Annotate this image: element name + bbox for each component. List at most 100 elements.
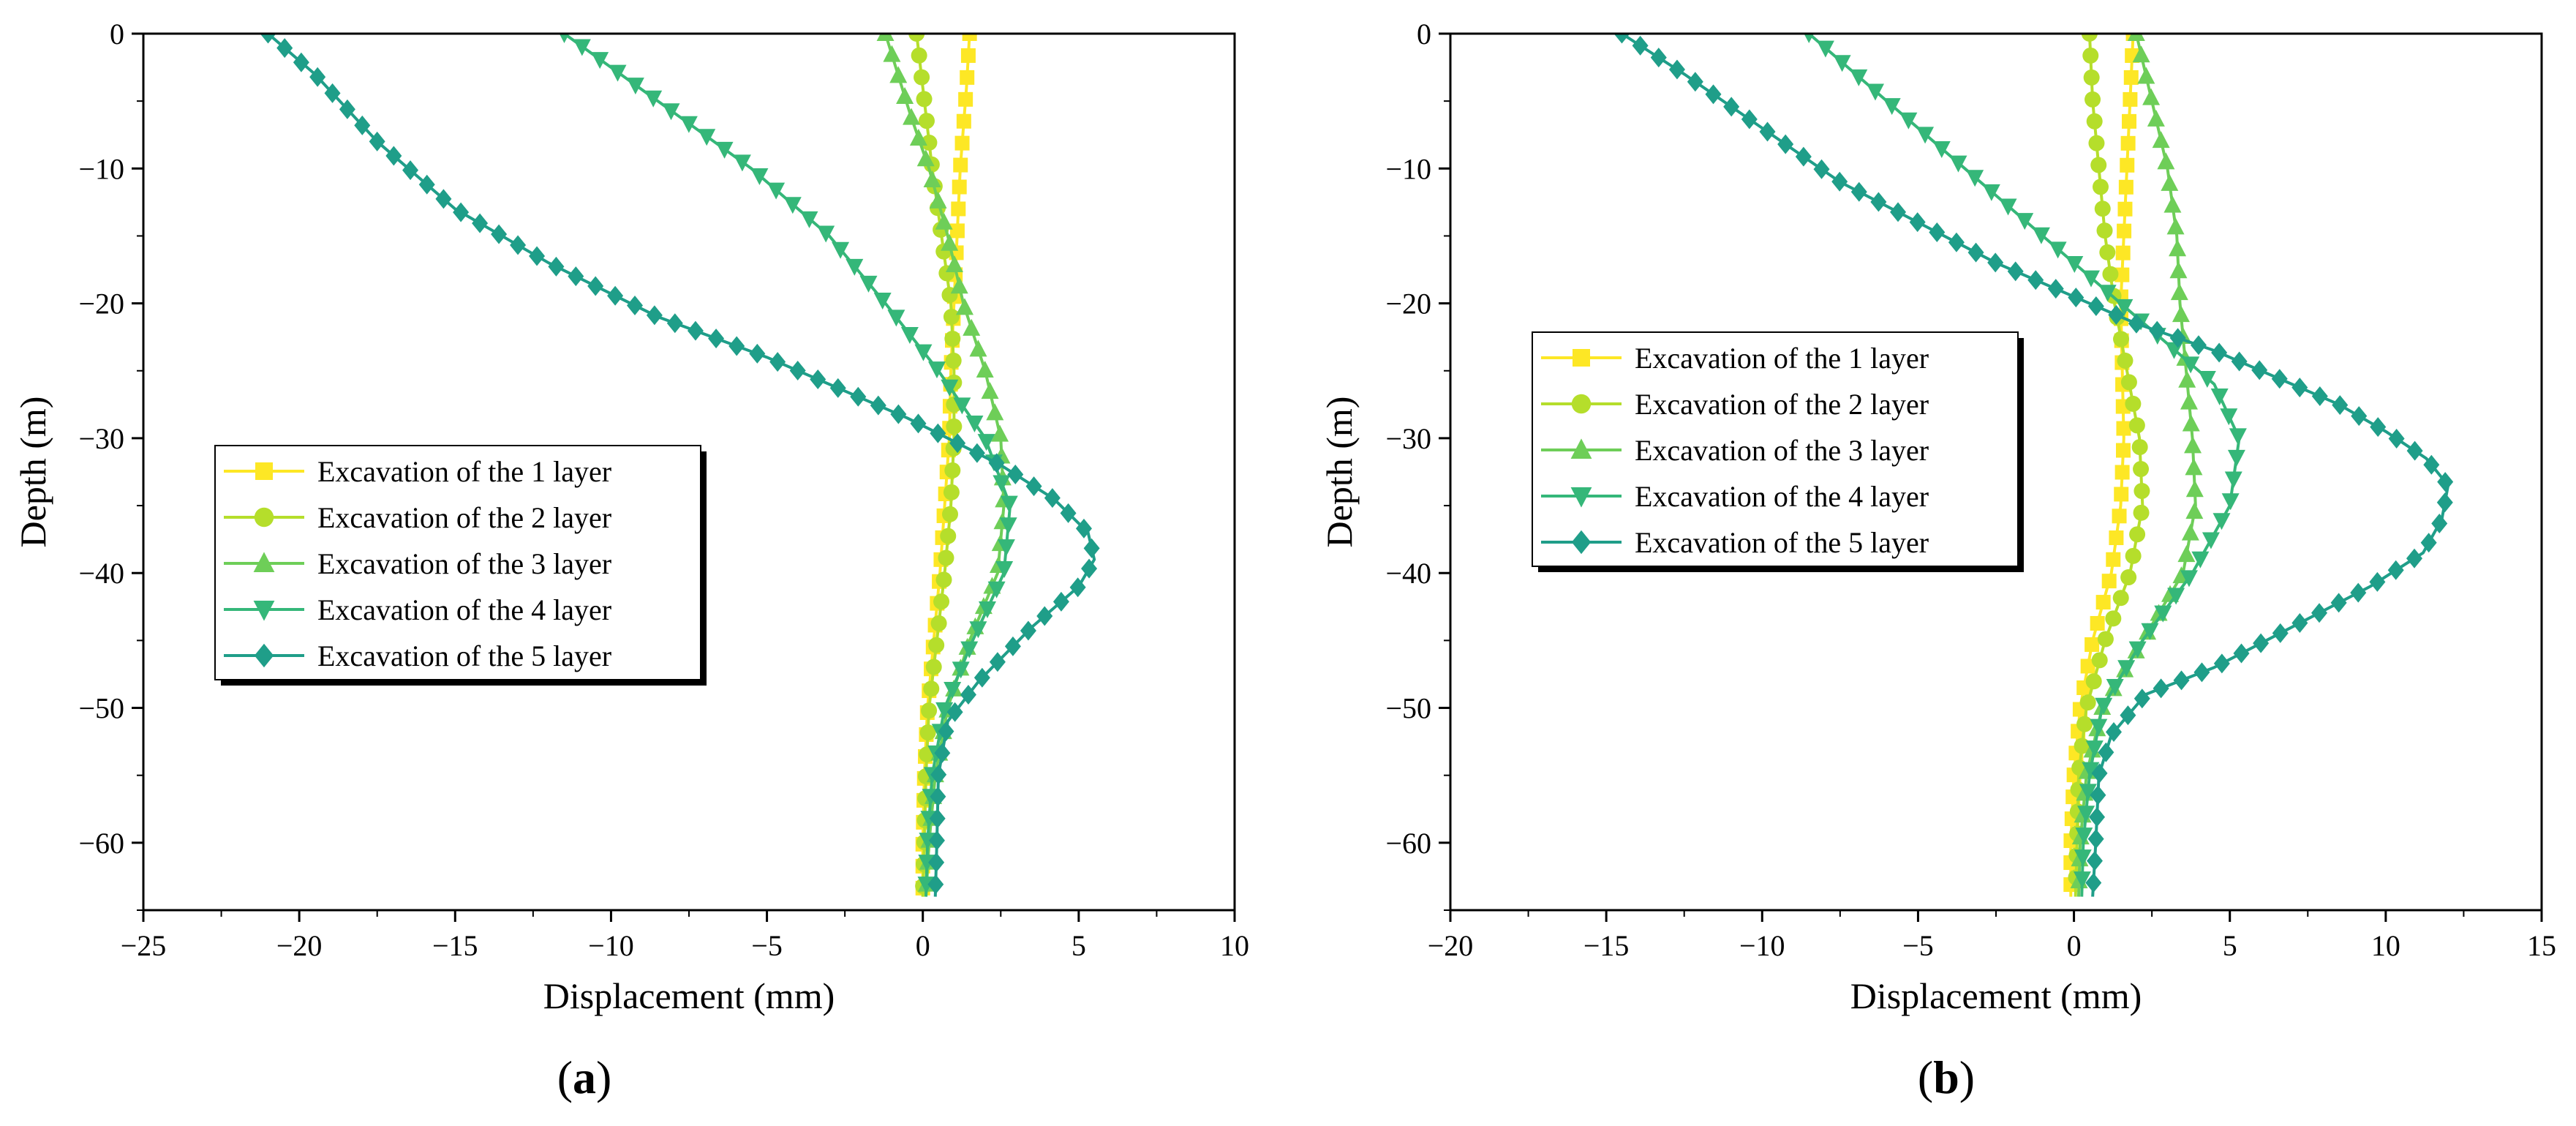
panel-b-series-1-marker xyxy=(2114,267,2130,282)
panel-b-series-5-marker xyxy=(2231,351,2248,372)
panel-b-series-4-marker xyxy=(2224,471,2242,489)
panel-a-caption-open: ( xyxy=(557,1051,573,1103)
panel-b-legend-label: Excavation of the 2 layer xyxy=(1635,388,1929,421)
panel-b-series-2-marker xyxy=(2134,483,2150,500)
panel-b-series-4-marker xyxy=(1982,184,2000,201)
panel-b-series-3-marker xyxy=(2166,217,2185,235)
panel-a-series-2-marker xyxy=(944,462,961,478)
panel-a-series-2-marker xyxy=(940,528,957,544)
panel-a-legend: Excavation of the 1 layer Excavation of t… xyxy=(214,445,707,686)
panel-a-series-5-marker xyxy=(369,131,385,151)
panel-b-series-5 xyxy=(1613,34,2454,897)
panel-b-series-1-marker xyxy=(2116,421,2131,436)
panel-a-series-5-marker xyxy=(385,146,402,166)
panel-b-series-4-marker xyxy=(2032,227,2050,244)
panel-b-series-3-marker xyxy=(2147,109,2165,127)
panel-b-series-4-marker xyxy=(2079,784,2097,801)
panel-b-series-5-marker xyxy=(2387,560,2404,580)
panel-b-legend-swatch-marker xyxy=(1570,487,1592,508)
panel-a-series-4-marker xyxy=(715,141,734,159)
panel-b-series-5-marker xyxy=(2089,807,2106,827)
panel-a-series-2-marker xyxy=(925,658,942,675)
panel-b-series-3-marker xyxy=(2184,436,2202,454)
panel-b-series-3-marker xyxy=(2182,414,2200,432)
panel-a-y-tick-label: −10 xyxy=(78,152,124,185)
panel-b-series-5-marker xyxy=(2233,643,2250,664)
panel-a-series-2-marker xyxy=(914,69,930,86)
panel-b-series-2-marker xyxy=(2074,737,2090,754)
panel-b-series-4-marker xyxy=(2128,641,2147,658)
panel-b-series-2-marker xyxy=(2129,526,2146,543)
panel-a-series-5-marker xyxy=(850,386,867,407)
panel-a-series-2-marker xyxy=(935,571,952,588)
panel-b-series-4-marker xyxy=(1816,40,1834,58)
panel-a-series-2-marker xyxy=(943,484,960,500)
panel-b-series-5-marker xyxy=(2211,342,2228,363)
panel-a-series-4-marker xyxy=(969,621,987,639)
panel-b-series-2-marker xyxy=(2076,716,2093,732)
panel-a-series-4-marker xyxy=(977,434,995,451)
panel-a-series-5-marker xyxy=(949,433,966,454)
panel-a-series-4-marker xyxy=(626,78,644,95)
panel-b-series-5-marker xyxy=(2213,653,2230,674)
panel-a-ticks: −25 −20 −15 −10 −5 0 5 100−10−20−30−40−50−60 xyxy=(78,18,1249,962)
panel-a-series-3-marker xyxy=(955,298,973,315)
panel-a-series-2-marker xyxy=(918,113,935,130)
panel-a-series-4-marker xyxy=(800,211,818,228)
panel-b-series-4-marker xyxy=(2182,356,2200,374)
panel-a-series-5-marker xyxy=(829,378,846,398)
panel-a-x-tick-label: −15 xyxy=(432,929,478,962)
panel-a-series-5-marker xyxy=(928,852,945,873)
panel-b-series-3-marker xyxy=(2178,370,2196,388)
panel-a-series-3-marker xyxy=(889,66,908,83)
panel-a-series-5-marker xyxy=(687,320,704,341)
panel-a-series-4-marker xyxy=(783,197,802,214)
panel-a-series-5-marker xyxy=(1069,577,1086,598)
panel-a-series-4-marker xyxy=(993,475,1011,492)
panel-b-series-1-marker xyxy=(2118,179,2134,195)
panel-b-series-4-marker xyxy=(2220,408,2238,426)
panel-b-y-tick-label: 0 xyxy=(1417,18,1431,50)
panel-a-series-3-marker xyxy=(896,87,914,105)
panel-a-series-2-marker xyxy=(916,91,933,108)
panel-a-caption-close: ) xyxy=(596,1051,611,1103)
panel-b-series-4-marker xyxy=(2229,428,2247,446)
panel-a-series-4-marker xyxy=(953,397,971,415)
panel-b-series-1-marker xyxy=(2117,223,2132,239)
panel-b-series-2-marker xyxy=(2082,47,2099,64)
panel-b-series-2-marker xyxy=(2125,395,2142,412)
panel-b-series-5-marker xyxy=(2332,395,2349,416)
panel-b-series-4-marker xyxy=(2198,370,2216,388)
panel-b-series-1-marker xyxy=(2090,615,2105,631)
panel-b-series-5-marker xyxy=(2420,533,2437,553)
panel-b-series-4-marker xyxy=(2082,270,2101,288)
panel-b-series-5-marker xyxy=(2087,829,2104,849)
panel-b-series-5-marker xyxy=(2253,633,2270,653)
panel-a-series-5-marker xyxy=(1025,476,1042,497)
panel-a-series-5-marker xyxy=(989,652,1006,672)
panel-b-y-tick-label: −10 xyxy=(1385,152,1431,185)
panel-b-series-5-marker xyxy=(1759,121,1776,142)
panel-a-series-5-marker xyxy=(293,52,309,72)
panel-a-series-3-marker xyxy=(991,424,1009,442)
panel-b-x-tick-label: −20 xyxy=(1428,929,1474,962)
panel-a-series-5-marker xyxy=(1075,518,1092,538)
panel-b-legend-label: Excavation of the 4 layer xyxy=(1635,480,1929,513)
panel-a-x-tick-label: 5 xyxy=(1072,929,1086,962)
panel-b-series-5-marker xyxy=(2086,851,2103,871)
panel-a-series-2 xyxy=(908,34,963,897)
panel-a-series-4-marker xyxy=(679,116,698,133)
panel-a-series-4-marker xyxy=(997,539,1015,557)
panel-b-x-tick-label: −10 xyxy=(1739,929,1785,962)
panel-b-series-1-marker xyxy=(2116,443,2131,458)
panel-a-series-2-marker xyxy=(919,724,936,741)
panel-a-x-tick-label: −10 xyxy=(588,929,634,962)
panel-a-series-4-line xyxy=(563,34,1012,897)
panel-b-series-4-marker xyxy=(1883,98,1901,116)
panel-a-series-2-marker xyxy=(943,308,960,325)
panel-b-series-4-marker xyxy=(1804,34,1815,43)
panel-b-series-2-marker xyxy=(2117,352,2134,369)
panel-b-series-clip xyxy=(1613,34,2454,897)
panel-a-series-4-marker xyxy=(832,241,850,259)
